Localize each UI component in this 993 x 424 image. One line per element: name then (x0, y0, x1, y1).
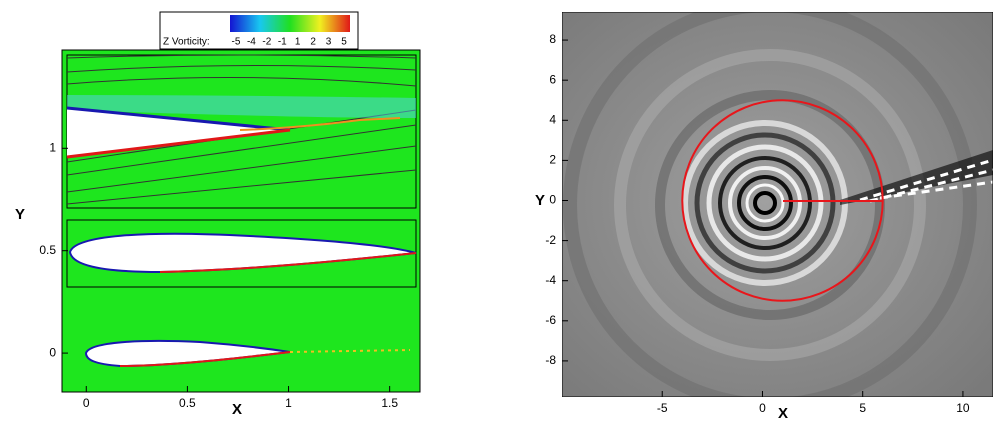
x-axis-label: X (232, 401, 242, 418)
colorbar-tick-label: -5 (232, 37, 241, 48)
x-tick-label: 0 (83, 396, 90, 410)
x-tick-label: -5 (657, 401, 668, 415)
x-tick-label: 1.5 (381, 396, 398, 410)
y-tick-label: 1 (49, 140, 56, 154)
y-tick-label: 4 (549, 112, 556, 126)
radiation-circle (681, 99, 884, 302)
x-tick-label: 0 (759, 401, 766, 415)
y-tick-label: -6 (545, 313, 556, 327)
y-axis-label: Y (15, 206, 25, 223)
pressure-field (562, 12, 993, 397)
y-axis-label: Y (535, 192, 545, 209)
colorbar-tick-label: 2 (310, 37, 316, 48)
colorbar (159, 11, 359, 50)
x-tick-label: 5 (859, 401, 866, 415)
x-axis-label: X (778, 405, 788, 422)
y-tick-label: -2 (545, 233, 556, 247)
y-tick-label: 0 (49, 345, 56, 359)
x-tick-label: 0.5 (179, 396, 196, 410)
y-tick-label: 0 (549, 193, 556, 207)
y-tick-label: 6 (549, 72, 556, 86)
y-tick-label: 0.5 (39, 243, 56, 257)
colorbar-tick-label: 1 (295, 37, 301, 48)
colorbar-tick-label: 5 (341, 37, 347, 48)
x-tick-label: 1 (285, 396, 292, 410)
colorbar-tick-label: -1 (278, 37, 287, 48)
colorbar-tick-label: -2 (262, 37, 271, 48)
y-tick-label: 2 (549, 153, 556, 167)
vorticity-field (61, 49, 421, 393)
y-tick-label: 8 (549, 32, 556, 46)
colorbar-tick-label: -4 (247, 37, 256, 48)
colorbar-title: Z Vorticity: (163, 37, 210, 48)
y-tick-label: -4 (545, 273, 556, 287)
x-tick-label: 10 (956, 401, 970, 415)
colorbar-tick-label: 3 (326, 37, 332, 48)
y-tick-label: -8 (545, 353, 556, 367)
